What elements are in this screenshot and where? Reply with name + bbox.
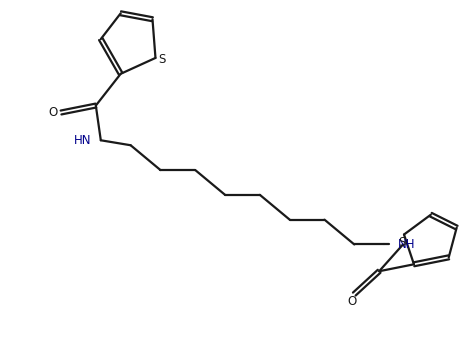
Text: HN: HN — [74, 134, 92, 147]
Text: O: O — [49, 106, 58, 119]
Text: NH: NH — [398, 238, 416, 251]
Text: S: S — [398, 236, 406, 249]
Text: S: S — [159, 53, 166, 66]
Text: O: O — [348, 296, 357, 309]
